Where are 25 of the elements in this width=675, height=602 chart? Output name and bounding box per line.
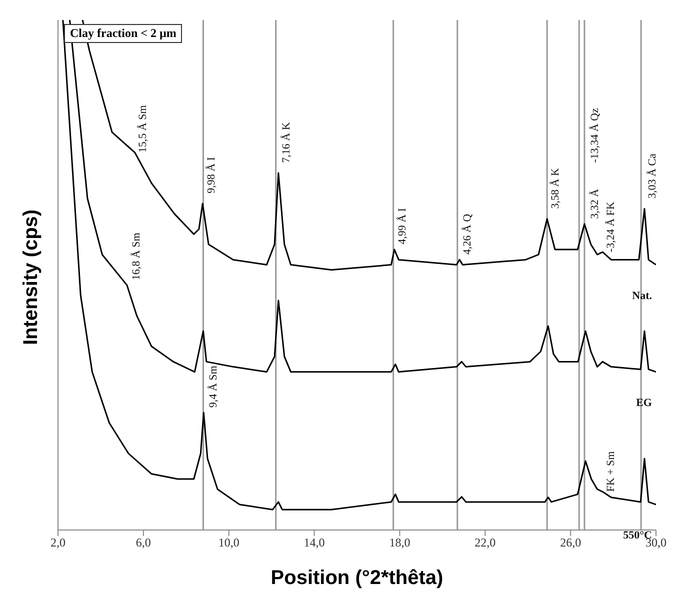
annotation: 4,99 Å I bbox=[396, 208, 409, 244]
annotation: 9,4 Å Sm bbox=[206, 365, 220, 408]
annotation: 16,8 Å Sm bbox=[130, 232, 143, 280]
annotation: 3,03 Å Ca bbox=[646, 153, 659, 198]
annotation: FK + Sm bbox=[604, 450, 617, 492]
x-tick-label: 10,0 bbox=[218, 536, 240, 550]
x-tick-label: 2,0 bbox=[50, 536, 66, 550]
annotation: -13,34 Å Qz bbox=[588, 108, 601, 163]
x-tick-label: 14,0 bbox=[304, 536, 325, 550]
x-tick-label: 26,0 bbox=[560, 536, 582, 550]
annotation: Clay fraction < 2 µm bbox=[64, 24, 182, 43]
x-axis-title: Position (°2*thêta) bbox=[270, 567, 444, 589]
annotation: 3,32 Å bbox=[588, 188, 601, 219]
annotation: 15,5 Å Sm bbox=[136, 104, 150, 153]
x-tick-label: 22,0 bbox=[474, 536, 496, 550]
annotation: 4,26 Å Q bbox=[460, 214, 474, 255]
text: Nat. bbox=[632, 290, 652, 302]
x-tick-label: 18,0 bbox=[389, 536, 410, 550]
annotation: 3,58 Å K bbox=[548, 168, 562, 209]
annotation: 7,16 Å K bbox=[280, 122, 293, 163]
y-axis-title: Intensity (cps) bbox=[20, 209, 42, 345]
annotation: 9,98 Å I bbox=[204, 156, 218, 194]
text: EG bbox=[636, 396, 652, 409]
x-tick-label: 6,0 bbox=[136, 536, 151, 550]
annotation: -3,24 Å FK bbox=[604, 202, 617, 252]
